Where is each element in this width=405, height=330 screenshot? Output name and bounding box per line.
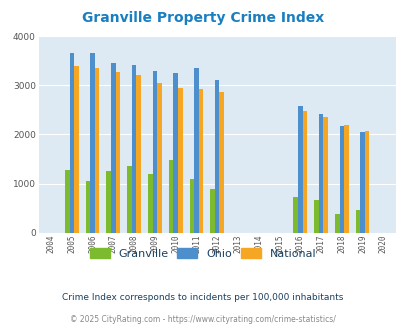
Bar: [219, 92, 224, 233]
Bar: [194, 68, 198, 233]
Bar: [343, 125, 348, 233]
Bar: [106, 171, 111, 233]
Bar: [214, 80, 219, 233]
Bar: [210, 189, 214, 233]
Bar: [322, 117, 327, 233]
Bar: [334, 214, 339, 233]
Bar: [173, 73, 177, 233]
Bar: [90, 53, 95, 233]
Bar: [148, 174, 152, 233]
Bar: [127, 166, 132, 233]
Bar: [85, 181, 90, 233]
Bar: [293, 197, 297, 233]
Bar: [198, 89, 203, 233]
Bar: [189, 179, 194, 233]
Bar: [115, 72, 120, 233]
Bar: [355, 210, 360, 233]
Bar: [136, 75, 141, 233]
Bar: [74, 66, 79, 233]
Bar: [297, 106, 302, 233]
Bar: [168, 160, 173, 233]
Bar: [152, 71, 157, 233]
Bar: [95, 68, 99, 233]
Bar: [177, 88, 182, 233]
Bar: [339, 126, 343, 233]
Bar: [302, 112, 307, 233]
Bar: [364, 131, 369, 233]
Bar: [65, 170, 69, 233]
Bar: [313, 200, 318, 233]
Text: © 2025 CityRating.com - https://www.cityrating.com/crime-statistics/: © 2025 CityRating.com - https://www.city…: [70, 315, 335, 324]
Text: Crime Index corresponds to incidents per 100,000 inhabitants: Crime Index corresponds to incidents per…: [62, 292, 343, 302]
Text: Granville Property Crime Index: Granville Property Crime Index: [82, 11, 323, 25]
Bar: [360, 132, 364, 233]
Bar: [132, 65, 136, 233]
Bar: [69, 53, 74, 233]
Legend: Granville, Ohio, National: Granville, Ohio, National: [85, 244, 320, 263]
Bar: [111, 63, 115, 233]
Bar: [157, 83, 161, 233]
Bar: [318, 114, 322, 233]
